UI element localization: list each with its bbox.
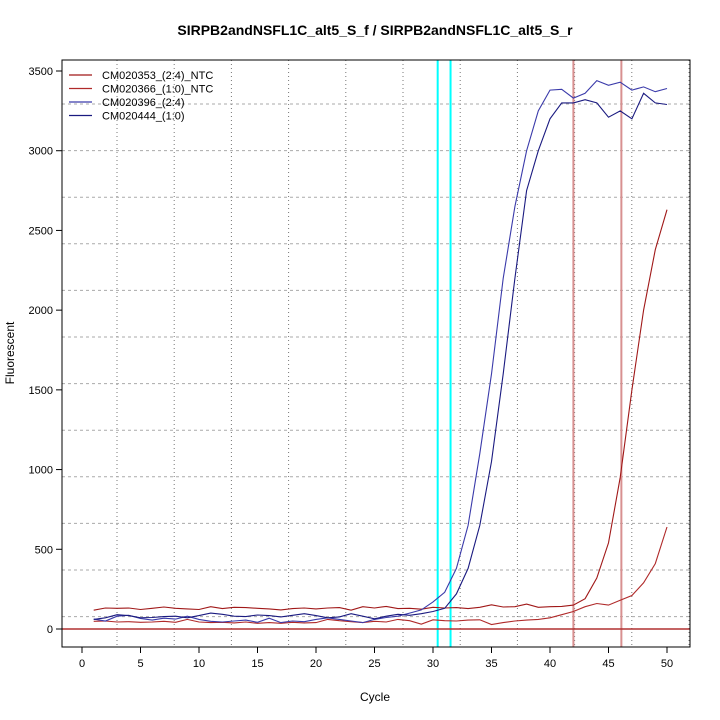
y-axis: 0 500 1000 1500 2000 2500 3000 3500 <box>29 66 62 636</box>
x-tick-label: 15 <box>251 658 263 670</box>
y-tick-label: 3500 <box>29 66 53 78</box>
x-tick-label: 50 <box>661 658 673 670</box>
series-line <box>93 526 668 626</box>
y-tick-label: 500 <box>35 544 53 556</box>
chart-title: SIRPB2andNSFL1C_alt5_S_f / SIRPB2andNSFL… <box>177 22 573 38</box>
y-tick-label: 3000 <box>29 146 53 158</box>
x-tick-label: 20 <box>310 658 322 670</box>
legend: CM020353_(2:4)_NTCCM020366_(1:0)_NTCCM02… <box>69 70 213 123</box>
y-tick-label: 1500 <box>29 385 53 397</box>
x-tick-label: 0 <box>79 658 85 670</box>
x-tick-label: 45 <box>602 658 614 670</box>
x-tick-label: 30 <box>427 658 439 670</box>
grid <box>62 60 690 647</box>
x-tick-label: 25 <box>368 658 380 670</box>
x-tick-label: 35 <box>485 658 497 670</box>
series-line <box>93 79 668 624</box>
y-axis-label: Fluorescent <box>3 321 17 384</box>
y-tick-label: 2500 <box>29 225 53 237</box>
series-line <box>93 209 668 611</box>
x-axis: 0 5 10 15 20 25 30 35 40 45 50 <box>79 647 673 670</box>
series-group <box>93 79 668 626</box>
legend-label: CM020366_(1:0)_NTC <box>102 84 213 96</box>
y-tick-label: 2000 <box>29 305 53 317</box>
x-tick-label: 5 <box>137 658 143 670</box>
y-tick-label: 0 <box>47 624 53 636</box>
x-axis-label: Cycle <box>360 690 390 704</box>
legend-label: CM020396_(2:4) <box>102 97 185 109</box>
series-line <box>93 92 668 620</box>
marker-lines <box>62 60 690 647</box>
y-tick-label: 1000 <box>29 465 53 477</box>
x-tick-label: 40 <box>544 658 556 670</box>
plot-frame <box>61 59 691 648</box>
legend-label: CM020353_(2:4)_NTC <box>102 70 213 82</box>
legend-label: CM020444_(1:0) <box>102 111 185 123</box>
x-tick-label: 10 <box>193 658 205 670</box>
